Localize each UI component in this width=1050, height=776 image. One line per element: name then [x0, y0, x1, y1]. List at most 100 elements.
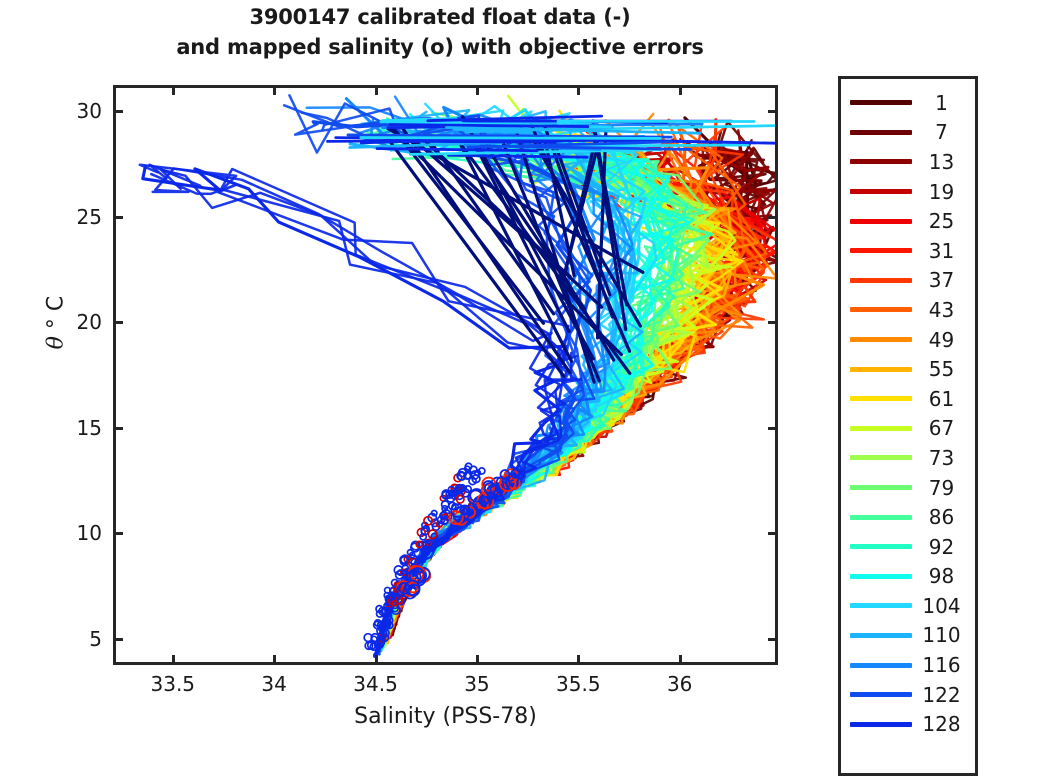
legend-color-swatch: [850, 692, 912, 697]
legend-item[interactable]: 128: [841, 709, 975, 739]
ts-diagram-svg: [116, 88, 775, 662]
x-tick-label: 33.5: [151, 672, 196, 696]
x-tick: [679, 655, 682, 664]
y-tick: [768, 638, 777, 641]
x-tick-label: 35: [464, 672, 489, 696]
y-tick: [768, 321, 777, 324]
legend-item-label: 19: [912, 182, 975, 202]
y-tick: [114, 532, 123, 535]
legend-item-label: 67: [912, 418, 975, 438]
legend-item[interactable]: 1: [841, 88, 975, 118]
page-title: 3900147 calibrated float data (-) and ma…: [0, 2, 880, 62]
y-tick-label: 5: [28, 627, 102, 651]
legend-item[interactable]: 43: [841, 295, 975, 325]
legend-item-label: 98: [912, 566, 975, 586]
legend-item[interactable]: 31: [841, 236, 975, 266]
x-tick: [577, 655, 580, 664]
legend-item[interactable]: 110: [841, 621, 975, 651]
title-line-1: 3900147 calibrated float data (-): [0, 2, 880, 32]
legend-item-label: 25: [912, 211, 975, 231]
y-tick: [114, 216, 123, 219]
legend-item[interactable]: 49: [841, 325, 975, 355]
x-tick: [172, 655, 175, 664]
legend-item-label: 73: [912, 448, 975, 468]
x-tick-label: 34: [261, 672, 286, 696]
legend-item-label: 79: [912, 478, 975, 498]
x-tick: [273, 86, 276, 95]
x-tick: [577, 86, 580, 95]
legend-color-swatch: [850, 278, 912, 283]
y-tick: [768, 532, 777, 535]
legend-item[interactable]: 19: [841, 177, 975, 207]
x-tick: [273, 655, 276, 664]
legend-item-label: 31: [912, 241, 975, 261]
legend-color-swatch: [850, 455, 912, 460]
legend-item[interactable]: 55: [841, 354, 975, 384]
x-tick: [476, 655, 479, 664]
y-tick: [768, 216, 777, 219]
legend-color-swatch: [850, 307, 912, 312]
legend-item[interactable]: 104: [841, 591, 975, 621]
profile-line: [295, 118, 575, 654]
legend-item[interactable]: 92: [841, 532, 975, 562]
legend-item-label: 92: [912, 537, 975, 557]
legend-color-swatch: [850, 426, 912, 431]
legend-item-label: 122: [912, 685, 975, 705]
x-tick-label: 35.5: [556, 672, 601, 696]
legend-color-swatch: [850, 219, 912, 224]
legend-item-label: 128: [912, 714, 975, 734]
legend-color-swatch: [850, 396, 912, 401]
legend-color-swatch: [850, 544, 912, 549]
profile-line: [361, 138, 661, 139]
x-tick-label: 34.5: [353, 672, 398, 696]
legend-item-label: 110: [912, 625, 975, 645]
legend-item[interactable]: 25: [841, 206, 975, 236]
profile-line: [448, 155, 587, 157]
mapped-salinity-marker: [442, 501, 449, 508]
legend-item[interactable]: 61: [841, 384, 975, 414]
legend-item-label: 43: [912, 300, 975, 320]
y-axis-label: θ ° C: [44, 243, 69, 403]
legend-color-swatch: [850, 367, 912, 372]
legend-color-swatch: [850, 722, 912, 727]
profile-line: [161, 170, 581, 657]
legend-item-label: 13: [912, 152, 975, 172]
legend-item-label: 104: [912, 596, 975, 616]
y-tick: [768, 427, 777, 430]
legend-item[interactable]: 116: [841, 650, 975, 680]
legend-item[interactable]: 37: [841, 266, 975, 296]
y-tick: [114, 427, 123, 430]
legend-item-label: 61: [912, 389, 975, 409]
legend-item-label: 49: [912, 330, 975, 350]
x-tick: [476, 86, 479, 95]
x-tick: [679, 86, 682, 95]
legend-item[interactable]: 67: [841, 414, 975, 444]
legend-color-swatch: [850, 663, 912, 668]
legend-item-label: 86: [912, 507, 975, 527]
legend-item[interactable]: 7: [841, 118, 975, 148]
x-axis-label: Salinity (PSS-78): [113, 704, 778, 729]
legend-color-swatch: [850, 159, 912, 164]
y-tick: [114, 638, 123, 641]
legend-item[interactable]: 86: [841, 502, 975, 532]
y-tick: [114, 321, 123, 324]
legend-item[interactable]: 73: [841, 443, 975, 473]
legend-color-swatch: [850, 130, 912, 135]
legend-item[interactable]: 79: [841, 473, 975, 503]
legend-item[interactable]: 98: [841, 562, 975, 592]
legend-item-label: 1: [912, 93, 975, 113]
legend: 1 7 13 19 25 31 37 43 49 55 61 67 73 79 86 92 98 104 110 11…: [838, 76, 978, 776]
legend-color-swatch: [850, 189, 912, 194]
legend-color-swatch: [850, 248, 912, 253]
legend-color-swatch: [850, 603, 912, 608]
legend-item[interactable]: 13: [841, 147, 975, 177]
legend-item-label: 37: [912, 270, 975, 290]
y-tick: [114, 110, 123, 113]
y-tick-label: 30: [28, 99, 102, 123]
legend-color-swatch: [850, 337, 912, 342]
y-tick-label: 15: [28, 416, 102, 440]
title-line-2: and mapped salinity (o) with objective e…: [0, 32, 880, 62]
x-tick: [375, 655, 378, 664]
legend-item[interactable]: 122: [841, 680, 975, 710]
legend-color-swatch: [850, 633, 912, 638]
